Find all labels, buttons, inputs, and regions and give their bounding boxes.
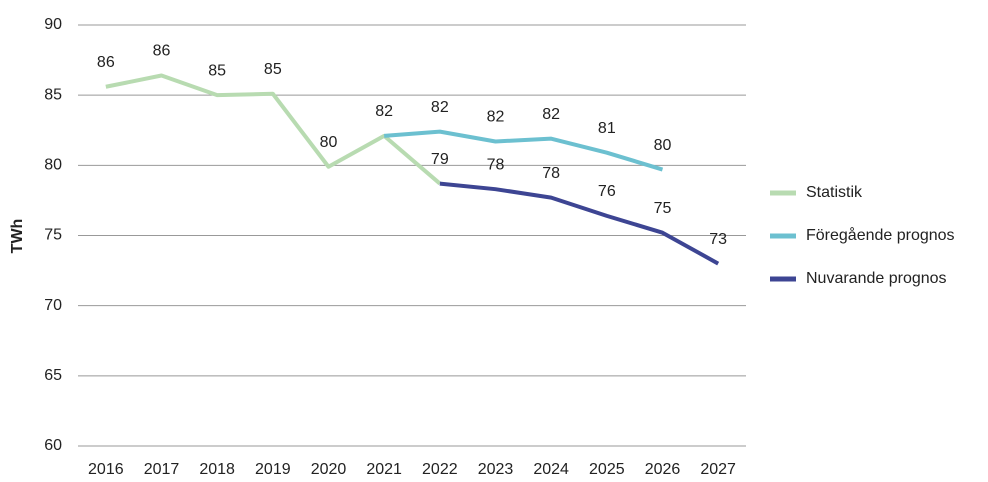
legend-label: Föregående prognos — [806, 226, 955, 244]
data-label: 81 — [598, 120, 616, 137]
legend-label: Statistik — [806, 184, 863, 201]
data-label: 75 — [654, 200, 672, 217]
x-tick-label: 2023 — [478, 461, 514, 478]
x-tick-label: 2027 — [700, 461, 736, 478]
y-tick-label: 80 — [44, 157, 62, 174]
x-tick-label: 2021 — [366, 461, 402, 478]
data-label: 80 — [320, 134, 338, 151]
x-tick-label: 2018 — [199, 461, 235, 478]
data-label: 82 — [431, 99, 449, 116]
data-label: 85 — [264, 61, 282, 78]
x-tick-label: 2019 — [255, 461, 291, 478]
data-label: 73 — [709, 231, 727, 248]
data-label: 76 — [598, 183, 616, 200]
x-tick-label: 2022 — [422, 461, 458, 478]
data-label: 82 — [542, 106, 560, 123]
x-tick-label: 2026 — [645, 461, 681, 478]
data-label: 79 — [431, 151, 449, 168]
y-tick-label: 60 — [44, 437, 62, 454]
y-tick-label: 85 — [44, 86, 62, 103]
y-tick-label: 90 — [44, 16, 62, 33]
x-tick-label: 2016 — [88, 461, 124, 478]
data-label: 86 — [97, 54, 115, 71]
y-tick-label: 65 — [44, 367, 62, 384]
x-tick-label: 2024 — [533, 461, 569, 478]
x-tick-label: 2020 — [311, 461, 347, 478]
data-label: 78 — [542, 165, 560, 182]
legend-label: Nuvarande prognos — [806, 270, 947, 287]
y-axis-label: TWh — [9, 219, 26, 254]
data-label: 78 — [487, 156, 505, 173]
x-tick-label: 2017 — [144, 461, 180, 478]
data-label: 86 — [153, 43, 171, 60]
data-label: 80 — [654, 137, 672, 154]
data-label: 85 — [208, 62, 226, 79]
data-label: 82 — [487, 109, 505, 126]
series-line — [384, 129, 664, 172]
x-tick-label: 2025 — [589, 461, 625, 478]
y-tick-label: 75 — [44, 227, 62, 244]
series-line — [439, 181, 720, 266]
series-line — [105, 73, 442, 186]
data-label: 82 — [375, 103, 393, 120]
y-tick-label: 70 — [44, 297, 62, 314]
